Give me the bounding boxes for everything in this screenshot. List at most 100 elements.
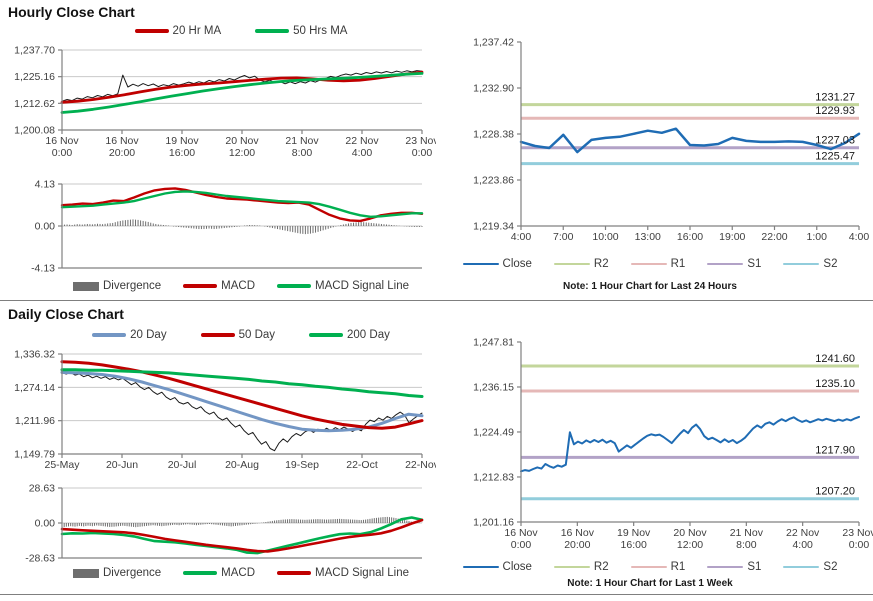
svg-text:1,201.16: 1,201.16	[473, 517, 514, 529]
svg-text:1241.60: 1241.60	[815, 353, 855, 365]
legend-label: 20 Hr MA	[172, 25, 222, 37]
svg-text:16 Nov: 16 Nov	[45, 135, 79, 147]
legend-item-s2: S2	[783, 561, 837, 573]
pivot-1w-legend: Close R2 R1 S1 S2	[437, 561, 863, 573]
legend-item-divergence: Divergence	[72, 567, 161, 579]
svg-text:23 Nov: 23 Nov	[405, 135, 436, 147]
svg-text:1227.03: 1227.03	[815, 135, 855, 147]
legend-label: R1	[670, 561, 686, 573]
legend-label: R1	[670, 258, 686, 270]
svg-text:13:00: 13:00	[635, 231, 661, 243]
svg-text:1231.27: 1231.27	[815, 92, 855, 104]
svg-text:16 Nov: 16 Nov	[105, 135, 139, 147]
legend-swatch	[783, 565, 820, 569]
svg-text:16:00: 16:00	[677, 231, 703, 243]
legend-item-close: Close	[462, 561, 532, 573]
legend-label: S1	[747, 258, 762, 270]
legend-item-r1: R1	[630, 258, 686, 270]
legend-swatch	[630, 262, 667, 266]
legend-item-s2: S2	[783, 258, 837, 270]
legend-item-r2: R2	[553, 258, 609, 270]
svg-text:20:00: 20:00	[109, 147, 135, 159]
svg-text:4:00: 4:00	[849, 231, 870, 243]
hourly-section-title: Hourly Close Chart	[8, 4, 135, 20]
svg-text:12:00: 12:00	[229, 147, 255, 159]
svg-text:22:00: 22:00	[761, 231, 787, 243]
legend-swatch	[553, 262, 590, 266]
legend-label: 200 Day	[347, 329, 390, 341]
svg-text:19:00: 19:00	[719, 231, 745, 243]
svg-text:22 Nov: 22 Nov	[345, 135, 379, 147]
svg-text:1,247.81: 1,247.81	[473, 337, 514, 349]
legend-item-s1: S1	[707, 258, 761, 270]
legend-item-divergence: Divergence	[72, 280, 161, 292]
svg-text:12:00: 12:00	[677, 539, 703, 551]
legend-swatch	[183, 571, 218, 575]
legend-swatch	[707, 565, 744, 569]
svg-text:22 Nov: 22 Nov	[786, 527, 820, 539]
legend-swatch	[72, 568, 99, 578]
daily-section-title: Daily Close Chart	[8, 306, 124, 322]
svg-text:20:00: 20:00	[564, 539, 590, 551]
svg-text:1225.47: 1225.47	[815, 151, 855, 163]
svg-text:1,224.49: 1,224.49	[473, 426, 514, 438]
svg-text:22-Nov: 22-Nov	[405, 459, 436, 471]
legend-item-20-day: 20 Day	[92, 329, 167, 341]
legend-label: MACD	[221, 280, 256, 292]
svg-text:1,237.42: 1,237.42	[473, 37, 514, 49]
svg-text:1:00: 1:00	[807, 231, 828, 243]
svg-text:20-Jul: 20-Jul	[168, 459, 197, 471]
daily-macd-chart: 28.63 0.00 -28.63	[25, 483, 424, 565]
legend-swatch	[707, 262, 744, 266]
legend-swatch	[462, 262, 499, 266]
hourly-macd-legend: Divergence MACD MACD Signal Line	[60, 280, 422, 292]
svg-text:19 Nov: 19 Nov	[165, 135, 199, 147]
legend-swatch	[783, 262, 820, 266]
svg-text:4:00: 4:00	[792, 539, 813, 551]
legend-swatch	[72, 281, 99, 291]
legend-swatch	[309, 333, 344, 337]
legend-swatch	[630, 565, 667, 569]
svg-text:1207.20: 1207.20	[815, 486, 855, 498]
svg-text:20-Aug: 20-Aug	[225, 459, 259, 471]
legend-item-20-hr-ma: 20 Hr MA	[134, 25, 222, 37]
legend-label: R2	[593, 258, 609, 270]
svg-text:16 Nov: 16 Nov	[561, 527, 595, 539]
svg-text:1,274.14: 1,274.14	[14, 382, 55, 394]
svg-text:4:00: 4:00	[352, 147, 373, 159]
legend-label: S1	[747, 561, 762, 573]
legend-item-macd-signal-line: MACD Signal Line	[277, 567, 409, 579]
svg-text:0:00: 0:00	[849, 539, 870, 551]
legend-label: S2	[823, 258, 838, 270]
svg-text:1,336.32: 1,336.32	[14, 349, 55, 361]
legend-label: R2	[593, 561, 609, 573]
svg-text:20 Nov: 20 Nov	[673, 527, 707, 539]
legend-label: 20 Day	[130, 329, 167, 341]
svg-text:-28.63: -28.63	[25, 553, 55, 565]
svg-text:16 Nov: 16 Nov	[504, 527, 538, 539]
svg-text:1,236.15: 1,236.15	[473, 381, 514, 393]
svg-text:28.63: 28.63	[29, 483, 55, 495]
svg-text:4:00: 4:00	[511, 231, 532, 243]
legend-swatch	[462, 565, 499, 569]
daily-macd-legend: Divergence MACD MACD Signal Line	[60, 567, 422, 579]
svg-text:20 Nov: 20 Nov	[225, 135, 259, 147]
legend-swatch	[183, 284, 218, 288]
svg-text:1,149.79: 1,149.79	[14, 449, 55, 461]
svg-text:16:00: 16:00	[621, 539, 647, 551]
svg-text:25-May: 25-May	[44, 459, 80, 471]
hourly-macd-chart: 4.13 0.00 -4.13	[31, 179, 424, 275]
legend-item-close: Close	[462, 258, 532, 270]
legend-label: 50 Day	[238, 329, 276, 341]
svg-text:1,211.96: 1,211.96	[15, 415, 55, 427]
svg-text:21 Nov: 21 Nov	[285, 135, 319, 147]
svg-text:1,228.38: 1,228.38	[473, 129, 514, 141]
svg-text:21 Nov: 21 Nov	[730, 527, 764, 539]
svg-text:0:00: 0:00	[412, 147, 433, 159]
svg-text:1,200.08: 1,200.08	[14, 125, 55, 137]
legend-item-200-day: 200 Day	[309, 329, 390, 341]
svg-text:1,225.16: 1,225.16	[14, 71, 55, 83]
